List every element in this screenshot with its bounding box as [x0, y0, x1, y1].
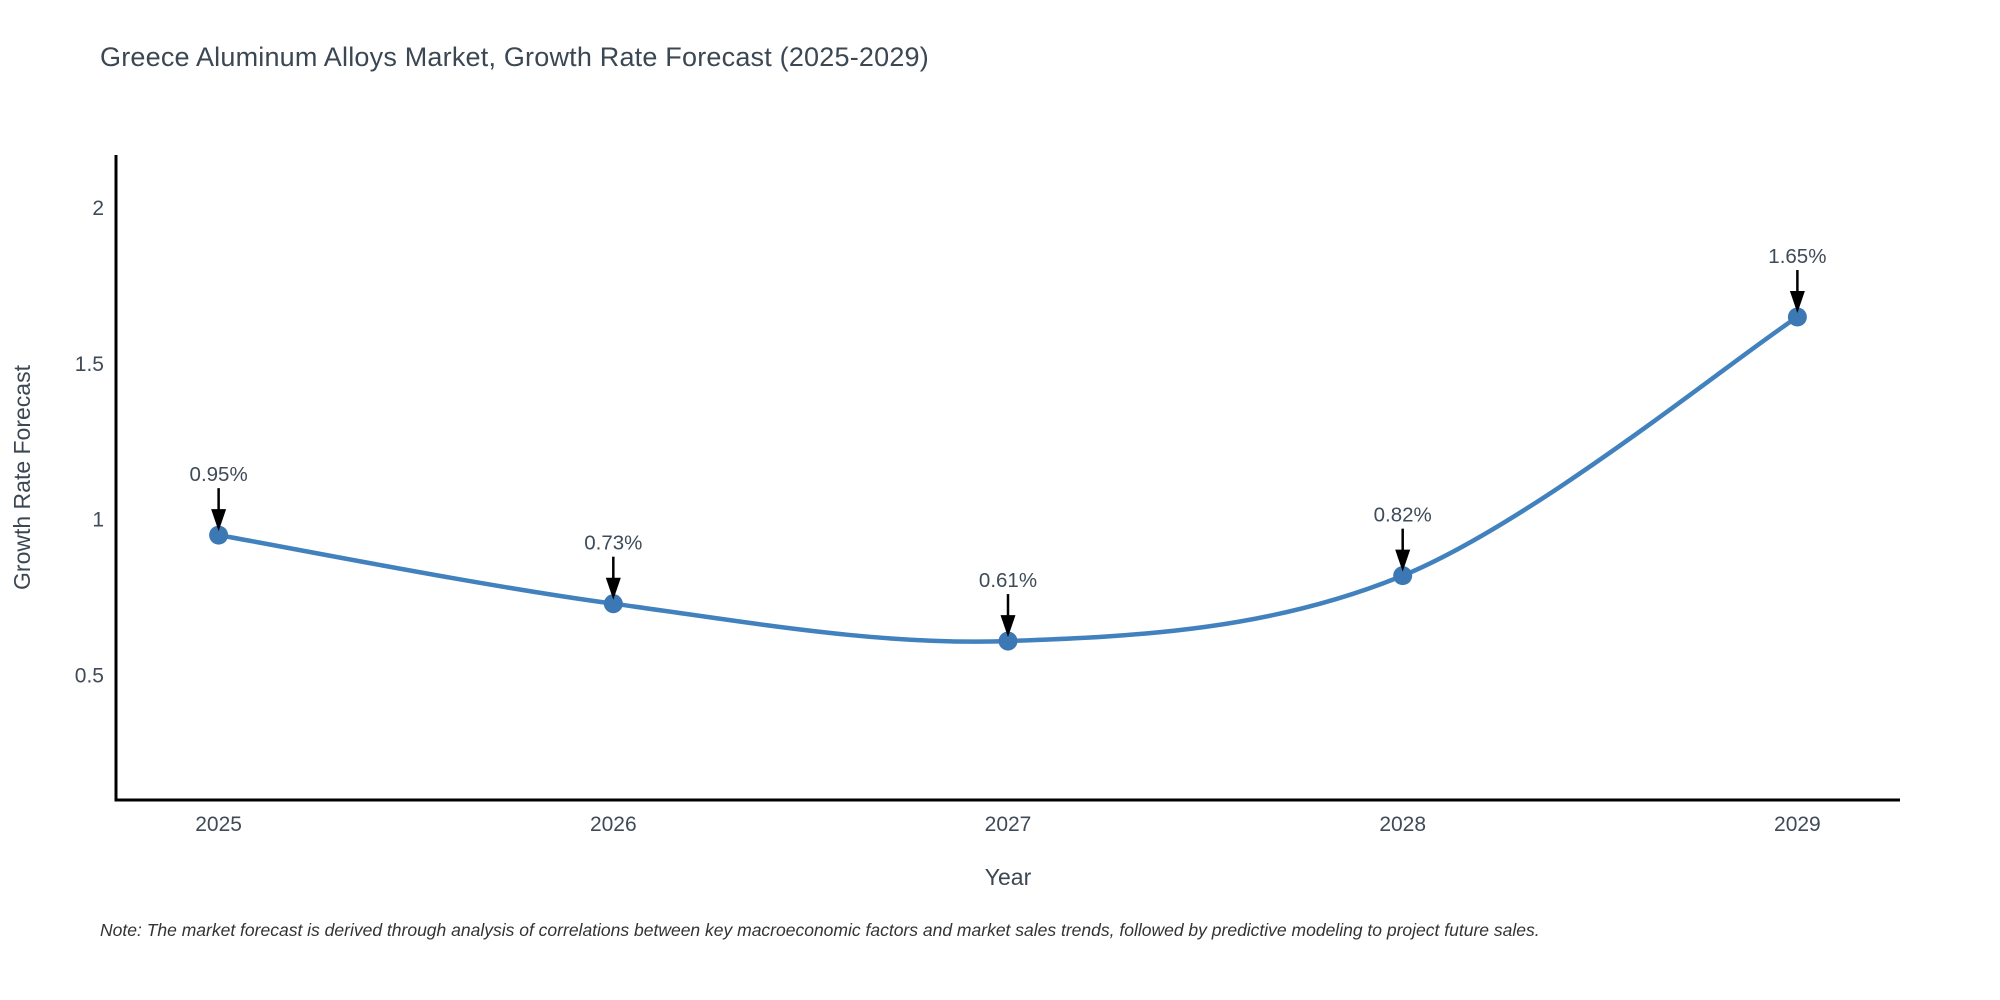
- y-tick-label: 1.5: [75, 353, 104, 376]
- data-point-2026: [603, 594, 623, 614]
- data-point-2028: [1393, 566, 1413, 586]
- forecast-line: [216, 314, 1800, 644]
- chart-title: Greece Aluminum Alloys Market, Growth Ra…: [100, 42, 929, 72]
- annotation-arrow-head: [605, 577, 621, 600]
- x-tick-label: 2028: [1379, 813, 1426, 836]
- data-point-label: 0.73%: [584, 532, 642, 555]
- data-point-2027: [998, 631, 1018, 651]
- y-tick-label: 1: [92, 509, 104, 532]
- data-point-label: 1.65%: [1768, 245, 1826, 268]
- annotation-arrow-head: [1395, 549, 1411, 572]
- data-point-label: 0.95%: [190, 463, 248, 486]
- annotation-arrow-head: [1000, 615, 1016, 638]
- y-tick-label: 0.5: [75, 664, 104, 687]
- data-point-label: 0.61%: [979, 569, 1037, 592]
- chart-footnote: Note: The market forecast is derived thr…: [100, 920, 1540, 940]
- data-point-2025: [209, 525, 229, 545]
- annotation-arrow-head: [211, 509, 227, 532]
- x-tick-label: 2027: [985, 813, 1032, 836]
- x-axis-title: Year: [985, 864, 1032, 890]
- data-point-label: 0.82%: [1374, 504, 1432, 527]
- x-tick-label: 2025: [195, 813, 242, 836]
- x-tick-label: 2026: [590, 813, 637, 836]
- y-tick-label: 2: [92, 197, 104, 220]
- annotation-arrow-head: [1789, 291, 1805, 314]
- data-point-2029: [1787, 307, 1807, 327]
- x-tick-label: 2029: [1774, 813, 1821, 836]
- y-axis-title: Growth Rate Forecast: [9, 364, 35, 590]
